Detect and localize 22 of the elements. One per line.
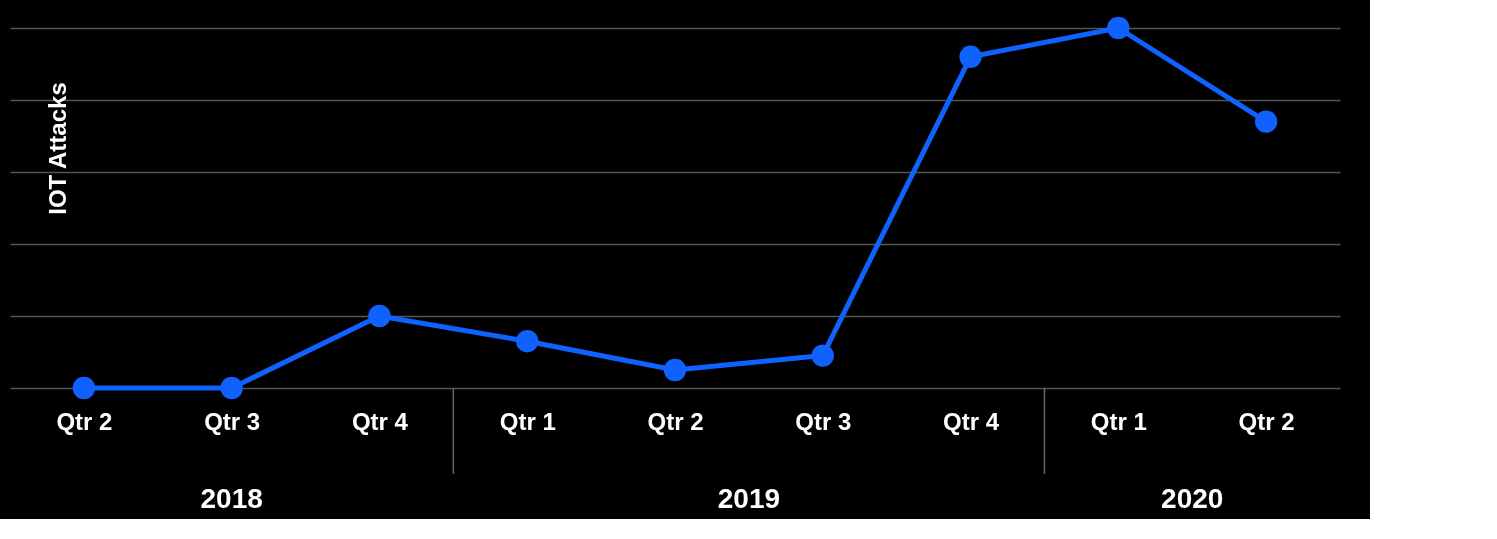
x-tick-label: Qtr 1	[1090, 407, 1147, 435]
x-tick-label: Qtr 4	[943, 407, 1000, 435]
text: 2018	[200, 483, 263, 514]
x-tick-label: Qtr 2	[647, 407, 704, 435]
point	[220, 376, 243, 400]
point	[72, 376, 96, 400]
text: 2020	[1161, 483, 1224, 514]
y-axis-title: IOT Attacks	[43, 82, 71, 215]
x-tick-label: Qtr 2	[1238, 407, 1295, 435]
x-tick-label: Qtr 2	[56, 407, 113, 435]
x-tick-label: Qtr 3	[795, 407, 852, 435]
x-tick-label: Qtr 3	[204, 407, 261, 435]
point	[1254, 110, 1278, 133]
point	[368, 304, 391, 328]
x-tick-label: Qtr 4	[351, 407, 409, 435]
text: 2019	[717, 483, 781, 514]
point	[959, 45, 982, 68]
point	[1107, 16, 1130, 40]
point	[663, 358, 687, 382]
point	[811, 344, 834, 367]
point	[516, 330, 539, 353]
x-tick-label: Qtr 1	[499, 407, 556, 435]
